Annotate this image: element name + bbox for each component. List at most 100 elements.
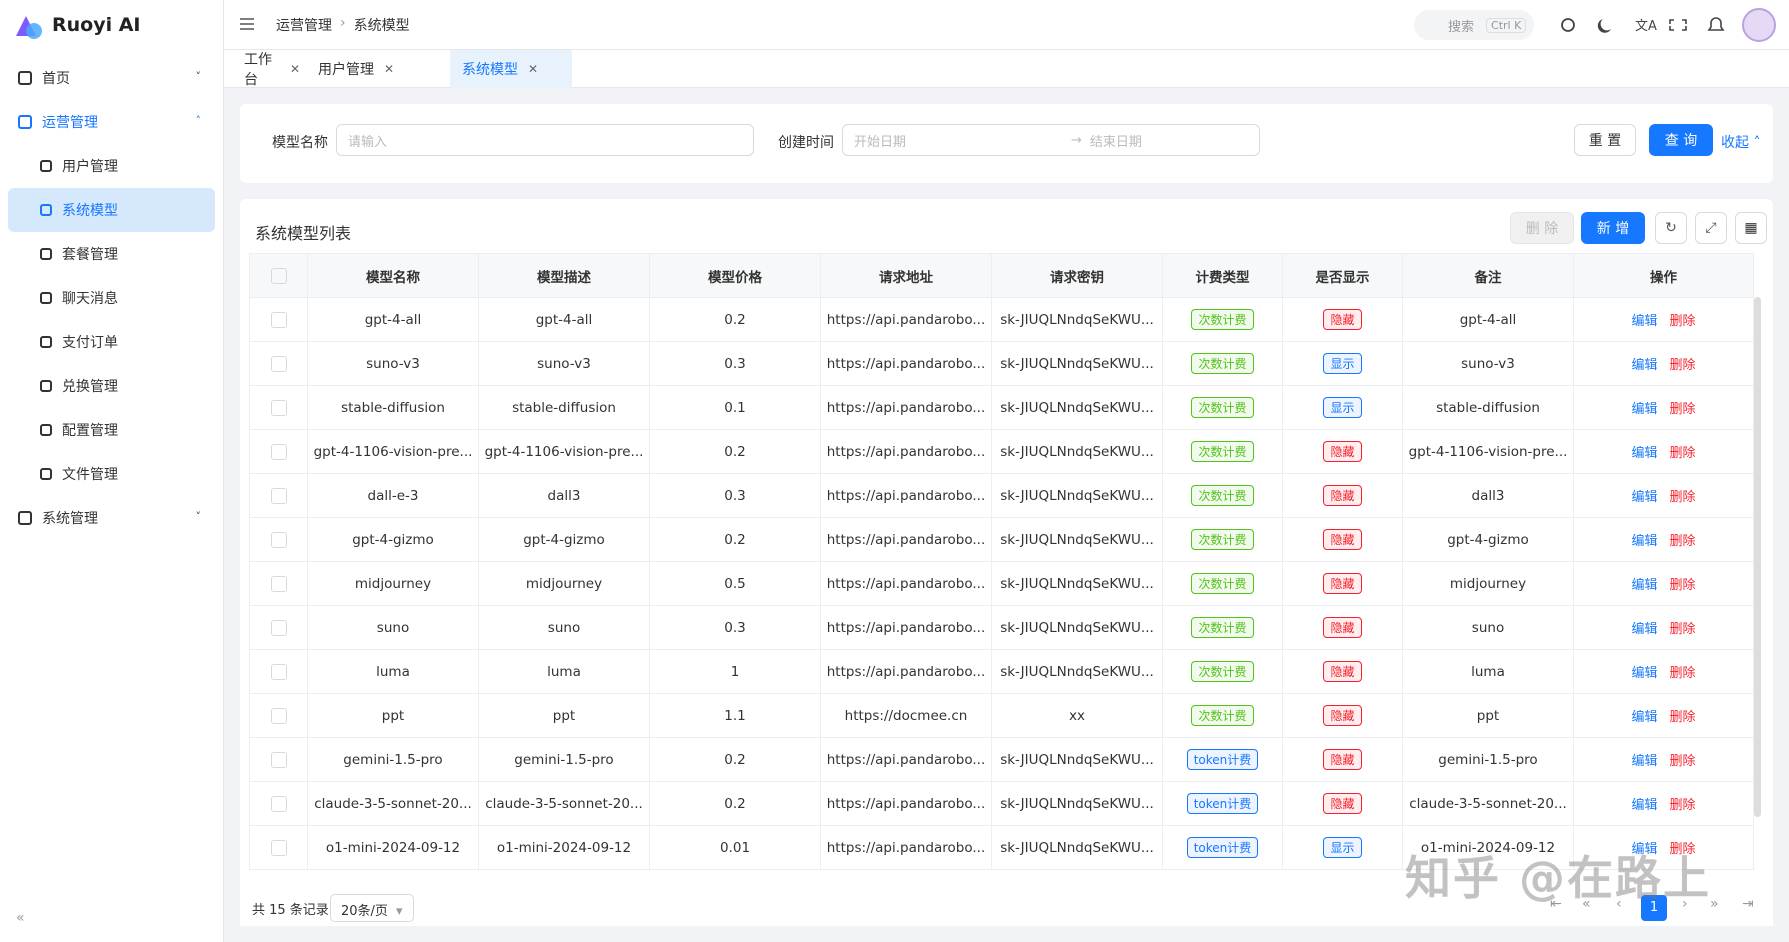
- search-shortcut: Ctrl K: [1486, 17, 1527, 33]
- fullscreen-button[interactable]: ⤢: [1695, 212, 1727, 244]
- current-page[interactable]: 1: [1641, 895, 1667, 921]
- cell: 编辑 删除: [1573, 693, 1754, 738]
- tab[interactable]: 工作台 ✕: [232, 50, 312, 88]
- next-page[interactable]: ›: [1682, 896, 1688, 912]
- delete-button[interactable]: 删 除: [1510, 212, 1574, 244]
- delete-link[interactable]: 删除: [1669, 358, 1696, 373]
- delete-link[interactable]: 删除: [1669, 754, 1696, 769]
- menu-label: 系统模型: [62, 203, 118, 219]
- first-page[interactable]: ⇤: [1550, 896, 1562, 912]
- edit-link[interactable]: 编辑: [1631, 710, 1658, 725]
- checkbox[interactable]: [270, 795, 287, 812]
- checkbox[interactable]: [270, 575, 287, 592]
- header: 运营管理 › 系统模型 搜索 Ctrl K 文A: [224, 0, 1789, 50]
- submenu-item[interactable]: 聊天消息: [8, 276, 215, 320]
- tab-close[interactable]: ✕: [528, 62, 539, 76]
- tab[interactable]: 用户管理 ✕: [306, 50, 436, 88]
- add-button[interactable]: 新 增: [1581, 212, 1645, 244]
- query-button[interactable]: 查 询: [1649, 124, 1713, 156]
- checkbox[interactable]: [270, 443, 287, 460]
- menu-label: 兑换管理: [62, 379, 118, 395]
- svg-text:文A: 文A: [1635, 19, 1657, 34]
- menu-item[interactable]: 首页 ˅: [8, 56, 215, 100]
- submenu-item[interactable]: 兑换管理: [8, 364, 215, 408]
- collapse-sidebar[interactable]: «: [16, 910, 25, 926]
- submenu-item[interactable]: 系统模型: [8, 188, 215, 232]
- submenu-item[interactable]: 套餐管理: [8, 232, 215, 276]
- cell: dall3: [478, 473, 650, 518]
- delete-link[interactable]: 删除: [1669, 842, 1696, 857]
- cell: 次数计费: [1162, 693, 1283, 738]
- checkbox[interactable]: [270, 355, 287, 372]
- refresh-button[interactable]: ↻: [1655, 212, 1687, 244]
- edit-link[interactable]: 编辑: [1631, 402, 1658, 417]
- submenu-item[interactable]: 支付订单: [8, 320, 215, 364]
- avatar[interactable]: [1742, 8, 1776, 42]
- delete-link[interactable]: 删除: [1669, 534, 1696, 549]
- name-input[interactable]: 请输入: [336, 124, 754, 156]
- next-group[interactable]: »: [1710, 896, 1719, 912]
- delete-link[interactable]: 删除: [1669, 446, 1696, 461]
- checkbox[interactable]: [270, 839, 287, 856]
- delete-link[interactable]: 删除: [1669, 314, 1696, 329]
- checkbox[interactable]: [270, 663, 287, 680]
- edit-link[interactable]: 编辑: [1631, 358, 1658, 373]
- cell: ppt: [307, 693, 479, 738]
- edit-link[interactable]: 编辑: [1631, 446, 1658, 461]
- checkbox[interactable]: [270, 707, 287, 724]
- edit-link[interactable]: 编辑: [1631, 534, 1658, 549]
- tab-close[interactable]: ✕: [289, 62, 300, 76]
- menu-item[interactable]: 运营管理 ˄: [8, 100, 215, 144]
- cell: https://api.pandarobo...: [820, 605, 992, 650]
- page-size[interactable]: 20条/页 ▾: [330, 894, 414, 922]
- edit-link[interactable]: 编辑: [1631, 798, 1658, 813]
- delete-link[interactable]: 删除: [1669, 666, 1696, 681]
- delete-link[interactable]: 删除: [1669, 798, 1696, 813]
- checkbox[interactable]: [270, 487, 287, 504]
- edit-link[interactable]: 编辑: [1631, 754, 1658, 769]
- cell: [249, 429, 308, 474]
- checkbox[interactable]: [270, 751, 287, 768]
- edit-link[interactable]: 编辑: [1631, 622, 1658, 637]
- checkbox[interactable]: [270, 619, 287, 636]
- tab[interactable]: 系统模型 ✕: [450, 50, 572, 88]
- cell: gpt-4-gizmo: [1402, 517, 1574, 562]
- last-page[interactable]: ⇥: [1742, 896, 1754, 912]
- table-row: dall-e-3 dall3 0.3 https://api.pandarobo...…: [249, 473, 1754, 518]
- breadcrumb-item[interactable]: 运营管理: [276, 18, 332, 34]
- prev-page[interactable]: ‹: [1616, 896, 1622, 912]
- cell: 编辑 删除: [1573, 385, 1754, 430]
- cell: [249, 693, 308, 738]
- menu-item[interactable]: 系统管理 ˅: [8, 496, 215, 540]
- cell: sk-JIUQLNndqSeKWU...: [991, 429, 1163, 474]
- cell: 次数计费: [1162, 297, 1283, 342]
- submenu-item[interactable]: 配置管理: [8, 408, 215, 452]
- reset-button[interactable]: 重 置: [1574, 124, 1636, 156]
- page-size-text: 20条/页: [341, 904, 388, 919]
- checkbox[interactable]: [270, 531, 287, 548]
- delete-link[interactable]: 删除: [1669, 578, 1696, 593]
- delete-link[interactable]: 删除: [1669, 710, 1696, 725]
- prev-group[interactable]: «: [1582, 896, 1591, 912]
- checkbox[interactable]: [270, 267, 287, 284]
- checkbox[interactable]: [270, 399, 287, 416]
- edit-link[interactable]: 编辑: [1631, 314, 1658, 329]
- cell: suno-v3: [478, 341, 650, 386]
- delete-link[interactable]: 删除: [1669, 622, 1696, 637]
- delete-link[interactable]: 删除: [1669, 490, 1696, 505]
- edit-link[interactable]: 编辑: [1631, 666, 1658, 681]
- submenu-item[interactable]: 文件管理: [8, 452, 215, 496]
- edit-link[interactable]: 编辑: [1631, 578, 1658, 593]
- delete-link[interactable]: 删除: [1669, 402, 1696, 417]
- breadcrumb-item: 系统模型: [353, 18, 410, 34]
- menu-toggle[interactable]: [240, 18, 254, 30]
- edit-link[interactable]: 编辑: [1631, 490, 1658, 505]
- edit-link[interactable]: 编辑: [1631, 842, 1658, 857]
- checkbox[interactable]: [270, 311, 287, 328]
- date-range[interactable]: 开始日期 → 结束日期: [842, 124, 1260, 156]
- columns-button[interactable]: ▦: [1735, 212, 1767, 244]
- submenu-item[interactable]: 用户管理: [8, 144, 215, 188]
- search[interactable]: 搜索 Ctrl K: [1414, 10, 1534, 40]
- collapse-link[interactable]: 收起 ˄: [1721, 135, 1761, 151]
- tab-close[interactable]: ✕: [384, 62, 395, 76]
